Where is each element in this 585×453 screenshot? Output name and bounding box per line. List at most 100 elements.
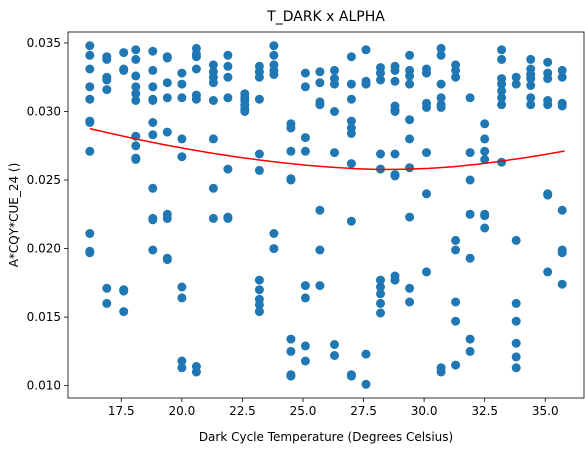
data-point — [557, 248, 567, 258]
data-point — [390, 65, 400, 75]
data-point — [376, 308, 385, 318]
data-point — [254, 72, 264, 82]
data-point — [480, 155, 490, 164]
data-point — [131, 141, 141, 151]
data-point — [191, 367, 201, 377]
data-point — [543, 100, 553, 110]
data-point — [102, 298, 112, 308]
data-point — [85, 50, 95, 60]
data-point — [269, 70, 279, 79]
data-point — [511, 363, 521, 373]
data-point — [497, 86, 507, 96]
data-point — [390, 275, 400, 285]
data-point — [223, 164, 233, 174]
data-point — [254, 307, 264, 317]
data-point — [131, 82, 141, 92]
data-point — [148, 130, 158, 140]
data-point — [254, 300, 264, 310]
data-point — [177, 282, 187, 292]
data-point — [465, 148, 475, 158]
data-point — [497, 93, 507, 103]
data-point — [315, 245, 325, 255]
data-point — [315, 281, 325, 291]
data-point — [346, 52, 356, 62]
data-point — [286, 146, 296, 156]
data-point — [361, 45, 371, 55]
data-point — [223, 213, 233, 223]
plot-background — [68, 32, 584, 398]
y-axis: 0.010 0.015 0.020 0.025 0.030 0.035 — [27, 36, 68, 393]
data-point — [223, 50, 233, 60]
data-point — [376, 298, 385, 308]
data-point — [269, 50, 279, 60]
data-point — [376, 275, 385, 285]
data-point — [526, 81, 536, 90]
x-tick-label: 27.5 — [350, 404, 377, 418]
data-point — [361, 79, 371, 89]
y-tick-label: 0.030 — [27, 105, 61, 119]
data-point — [223, 72, 233, 82]
data-point — [346, 159, 356, 169]
data-point — [177, 79, 187, 89]
data-point — [465, 334, 475, 344]
data-point — [102, 283, 112, 293]
data-point — [102, 85, 112, 95]
data-point — [208, 78, 218, 88]
data-point — [300, 293, 310, 303]
data-point — [436, 43, 446, 53]
data-point — [390, 107, 400, 116]
data-point — [543, 57, 553, 67]
data-point — [376, 289, 385, 299]
data-point — [526, 74, 536, 84]
data-point — [85, 248, 95, 258]
data-point — [191, 94, 201, 104]
data-point — [177, 363, 187, 373]
data-point — [511, 316, 521, 326]
data-point — [346, 216, 356, 226]
data-point — [148, 46, 158, 56]
data-point — [300, 356, 310, 366]
data-point — [191, 64, 201, 74]
data-point — [148, 82, 158, 92]
data-point — [511, 338, 521, 348]
data-point — [269, 244, 279, 254]
data-point — [465, 209, 475, 219]
data-point — [177, 293, 187, 303]
data-point — [497, 100, 507, 110]
data-point — [405, 115, 415, 125]
data-point — [148, 96, 158, 105]
data-point — [511, 79, 521, 89]
data-point — [148, 183, 158, 193]
data-point — [511, 298, 521, 308]
data-point — [254, 165, 264, 175]
data-point — [346, 128, 356, 138]
data-point — [131, 45, 141, 55]
data-point — [497, 45, 507, 55]
x-tick-label: 30.0 — [411, 404, 438, 418]
data-point — [208, 60, 218, 70]
data-point — [436, 79, 446, 89]
data-point — [557, 65, 567, 75]
data-point — [497, 157, 507, 167]
data-point — [346, 371, 356, 381]
data-point — [315, 100, 325, 110]
data-point — [85, 146, 95, 156]
data-point — [422, 148, 431, 158]
data-point — [511, 235, 521, 245]
data-point — [361, 349, 371, 359]
data-point — [85, 82, 95, 92]
data-point — [254, 275, 264, 285]
data-point — [286, 371, 296, 381]
y-tick-label: 0.035 — [27, 36, 61, 50]
y-tick-label: 0.015 — [27, 310, 61, 324]
x-tick-label: 25.0 — [290, 404, 317, 418]
data-point — [405, 50, 415, 60]
data-point — [436, 50, 446, 60]
data-point — [422, 102, 431, 112]
data-point — [557, 72, 567, 82]
data-point — [480, 146, 490, 156]
data-point — [162, 213, 172, 223]
data-point — [557, 279, 567, 289]
data-point — [254, 149, 264, 159]
data-point — [208, 213, 218, 223]
